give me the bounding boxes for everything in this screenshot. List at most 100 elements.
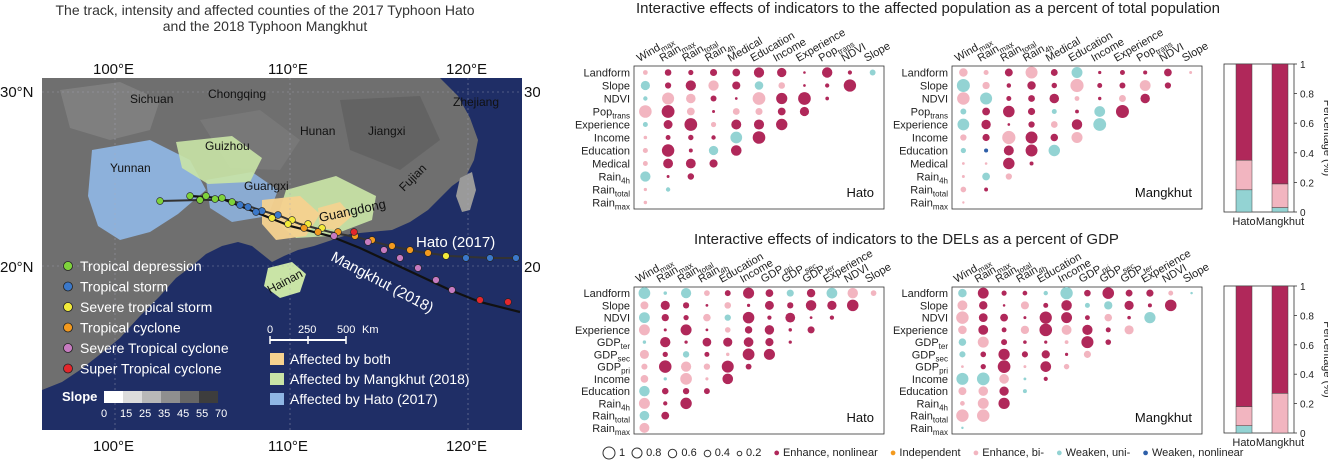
interaction-point [1098,96,1102,101]
interaction-point [977,336,989,348]
interaction-point [807,326,815,334]
interaction-point [1139,80,1151,91]
matrix-region-label: Mangkhut [1135,185,1192,200]
interaction-point [685,80,696,91]
hato-track-label: Hato (2017) [416,234,495,251]
interaction-point [661,411,670,420]
hato-track-point [406,246,414,254]
slope-legend: Slope 0 15 25 35 45 55 70 [62,389,227,420]
intensity-legend-label: Tropical cyclone [80,320,181,336]
interaction-point [731,119,742,130]
intensity-dot-icon [63,281,73,292]
interaction-point [1025,131,1038,144]
interaction-point [663,328,667,332]
matrix-col-label: Slope [863,261,893,285]
interaction-point [978,386,989,396]
interaction-point [703,363,711,370]
interaction-point [788,328,792,332]
interaction-point [752,131,766,144]
interaction-point [640,375,649,383]
interaction-point [663,377,667,381]
interaction-point [1020,325,1030,335]
interaction-point [1189,71,1193,74]
interaction-point [1028,121,1035,128]
interaction-point [1041,350,1050,359]
interaction-point [661,105,675,118]
interaction-point [688,148,693,153]
interaction-point [704,351,710,357]
scale-tick-500: 500 [337,324,355,336]
type-legend-enhance-bi: ● Enhance, bi- [972,447,1045,459]
interaction-point [726,352,730,357]
lat-label-20: 20°N [0,259,34,276]
interaction-point [721,360,734,373]
interaction-point [664,82,672,89]
lon-label-110: 110°E [268,61,308,78]
matrix-row-label: Education [581,146,630,158]
interaction-point [1027,107,1036,116]
bottom-legend: 1 0.8 0.6 0.4 0.2 ● Enhance, nonlinear ● I… [602,446,1243,460]
dot-icon: ● [773,447,780,459]
interaction-point [661,387,669,395]
interaction-point [724,290,731,297]
bar-frame [1223,285,1295,434]
interaction-point [984,187,989,192]
matrix-row-label: NDVI [922,94,948,106]
interaction-point [1119,82,1126,89]
interaction-point [1071,67,1083,78]
bar-segment [1235,425,1253,434]
hato-track-point [274,211,282,219]
interaction-point [981,119,991,130]
interaction-point [753,119,765,130]
interaction-point [1023,365,1027,369]
interaction-point [684,340,688,344]
matrix-region-label: Mangkhut [1135,410,1192,425]
interaction-point [1093,118,1107,131]
interaction-point [1051,109,1057,114]
interaction-point [786,289,794,297]
interaction-point [643,135,648,140]
matrix-hato-population: LandformSlopeNDVIPoptransExperienceIncom… [575,27,893,212]
interaction-point [641,363,648,370]
matrix-col-label: Slope [1181,261,1211,285]
interaction-point [776,118,788,131]
interaction-point [688,134,694,141]
interaction-point [960,134,967,141]
hato-track-point [388,242,396,250]
bar-category-label: Hato [1232,437,1255,449]
intensity-legend-label: Severe Tropical cyclone [80,340,229,356]
interaction-point [708,80,719,91]
matrix-row-label: Medical [910,159,948,171]
interaction-point [1064,340,1069,345]
interaction-point [803,71,806,74]
interaction-point [1050,121,1058,128]
intensity-legend-label: Super Tropical cyclone [80,361,222,377]
interaction-point [870,290,877,296]
matrix-row-label: Rain4h [916,172,948,186]
interaction-point [710,121,717,128]
bar-category-label: Hato [1232,216,1255,228]
interaction-point [1127,315,1131,320]
size-legend-04: 0.4 [703,447,730,459]
bar-ytick: 0.6 [1300,341,1314,352]
interaction-point [680,361,692,372]
matrix-row-label: NDVI [922,313,948,325]
slope-tick: 70 [215,408,227,420]
interaction-point [999,386,1009,396]
interaction-point [712,110,716,113]
interaction-point [825,96,830,101]
interaction-point [956,409,969,422]
interaction-point [1025,66,1038,79]
interaction-point [686,107,695,116]
bar-segment [1271,285,1289,394]
bar-segment [1235,189,1253,213]
interaction-point [960,186,967,193]
interaction-point [961,426,964,430]
interaction-point [705,328,709,332]
interaction-point [643,96,648,101]
interaction-point [1147,303,1152,308]
mangkhut-track-point [432,276,440,284]
interaction-point [687,173,695,180]
interaction-point [680,397,692,410]
interaction-point [960,401,965,406]
